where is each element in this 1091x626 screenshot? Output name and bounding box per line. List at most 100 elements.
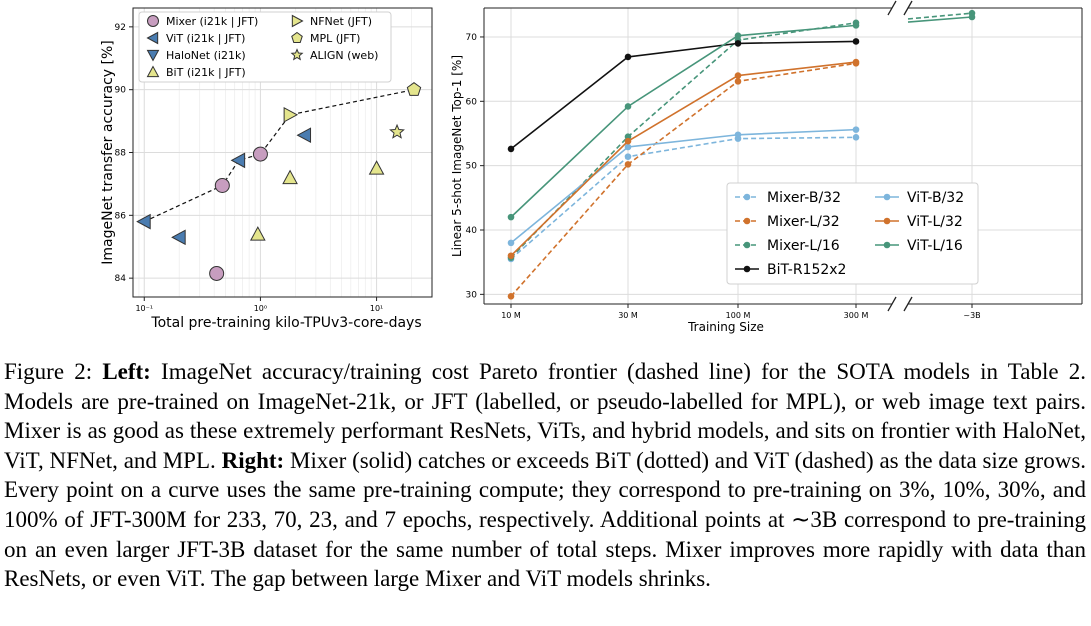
series-line xyxy=(510,22,857,259)
data-point xyxy=(507,252,515,260)
data-point xyxy=(507,292,515,300)
legend-marker xyxy=(146,65,160,78)
series-line xyxy=(907,16,973,23)
data-point xyxy=(230,152,246,169)
data-point xyxy=(368,160,385,175)
series-line xyxy=(510,128,857,244)
x-tick-label: 30 M xyxy=(618,311,638,320)
pareto-frontier-line xyxy=(144,89,415,223)
legend-label: HaloNet (i21k) xyxy=(166,49,246,62)
series-line xyxy=(510,62,857,297)
data-point xyxy=(624,161,632,168)
x-axis-label: Training Size xyxy=(687,320,764,334)
legend-label: Mixer (i21k | JFT) xyxy=(166,15,258,28)
caption-right-text: Mixer (solid) catches or exceeds BiT (do… xyxy=(4,447,1087,592)
legend-frame xyxy=(138,11,392,83)
left-chart: 84 86 88 90 92 10⁻¹ 10⁰ 10¹ Total pre-training k… xyxy=(100,7,433,331)
legend-label: ALIGN (web) xyxy=(310,49,378,62)
legend-marker xyxy=(743,241,751,249)
data-point xyxy=(852,38,860,45)
data-point xyxy=(852,126,860,133)
data-point xyxy=(209,265,225,281)
data-point xyxy=(852,134,860,141)
data-point xyxy=(624,137,632,145)
y-axis-label: Linear 5-shot ImageNet Top-1 [%] xyxy=(450,55,464,257)
y-tick-label: 86 xyxy=(115,211,127,221)
caption-left-text: ImageNet accuracy/training cost Pareto f… xyxy=(4,359,1086,473)
legend-marker xyxy=(290,48,304,61)
figure: 84 86 88 90 92 10⁻¹ 10⁰ 10¹ Total pre-training k… xyxy=(100,0,1083,334)
caption-left-head: Left: xyxy=(102,359,151,384)
legend-label: ViT-B/32 xyxy=(907,190,964,206)
data-point xyxy=(734,72,742,79)
y-tick-label: 50 xyxy=(466,162,478,172)
x-tick-label: 10⁰ xyxy=(254,304,267,313)
data-point xyxy=(734,40,742,47)
y-axis-label: ImageNet transfer accuracy [%] xyxy=(100,40,116,264)
series-line xyxy=(510,40,857,150)
data-point xyxy=(171,229,186,246)
axis-break-mark xyxy=(887,0,897,16)
legend-frame xyxy=(726,182,979,285)
series-line xyxy=(510,24,857,218)
data-point xyxy=(624,103,632,110)
data-point xyxy=(296,127,312,144)
legend-marker xyxy=(883,241,891,249)
data-point xyxy=(734,131,742,139)
legend-label: MPL (JFT) xyxy=(310,32,360,45)
data-point xyxy=(852,58,860,66)
x-axis-label: Total pre-training kilo-TPUv3-core-days xyxy=(150,315,421,331)
legend-marker xyxy=(883,193,891,201)
legend: Mixer (i21k | JFT) ViT (i21k | JFT) HaloNe… xyxy=(138,11,392,83)
data-point xyxy=(136,213,151,230)
data-point xyxy=(734,32,742,39)
legend-label: BiT (i21k | JFT) xyxy=(166,66,246,79)
data-point xyxy=(734,78,742,85)
y-tick-label: 90 xyxy=(115,86,127,96)
legend-label: Mixer-L/16 xyxy=(767,238,840,254)
legend-marker xyxy=(291,31,303,43)
data-point xyxy=(852,22,860,29)
legend-label: ViT-L/16 xyxy=(907,238,963,254)
data-point xyxy=(249,226,266,241)
data-point xyxy=(283,106,299,123)
axis-break-mark xyxy=(903,0,913,16)
data-point xyxy=(968,13,976,21)
series-line xyxy=(510,136,857,260)
legend-marker xyxy=(146,49,160,62)
x-tick-label: 10¹ xyxy=(370,304,383,313)
data-point xyxy=(624,153,632,160)
legend-label: Mixer-B/32 xyxy=(767,190,841,206)
axis-break-mark xyxy=(903,296,913,312)
data-point xyxy=(507,145,515,153)
data-point xyxy=(252,146,268,162)
figure-caption: Figure 2: Left: ImageNet accuracy/traini… xyxy=(4,357,1086,594)
data-point xyxy=(282,169,298,185)
legend-label: BiT-R152x2 xyxy=(767,262,846,278)
caption-right-head: Right: xyxy=(221,447,285,473)
legend-marker xyxy=(743,217,751,225)
data-point xyxy=(389,123,405,139)
series-line xyxy=(510,61,857,257)
legend-label: NFNet (JFT) xyxy=(310,15,372,28)
legend-marker xyxy=(291,14,304,28)
y-tick-label: 88 xyxy=(115,149,127,159)
legend-marker xyxy=(146,31,159,45)
data-point xyxy=(214,177,230,193)
legend: Mixer-B/32 Mixer-L/32 Mixer-L/16 BiT-R152x2… xyxy=(726,182,979,285)
legend-marker xyxy=(147,15,159,27)
legend-label: Mixer-L/32 xyxy=(767,214,840,230)
x-tick-label: 100 M xyxy=(726,311,751,320)
x-tick-label: 10⁻¹ xyxy=(135,304,153,313)
y-tick-label: 60 xyxy=(466,97,478,107)
data-point xyxy=(507,239,515,247)
axis-break-mark xyxy=(887,296,897,312)
x-tick-label: 300 M xyxy=(844,311,869,320)
x-tick-label: 10 M xyxy=(501,311,521,320)
caption-label: Figure 2: xyxy=(4,359,93,384)
data-point xyxy=(624,143,632,151)
series-line xyxy=(907,12,973,20)
y-tick-label: 84 xyxy=(115,274,127,284)
y-tick-label: 70 xyxy=(466,33,478,43)
legend-label: ViT (i21k | JFT) xyxy=(166,32,245,45)
